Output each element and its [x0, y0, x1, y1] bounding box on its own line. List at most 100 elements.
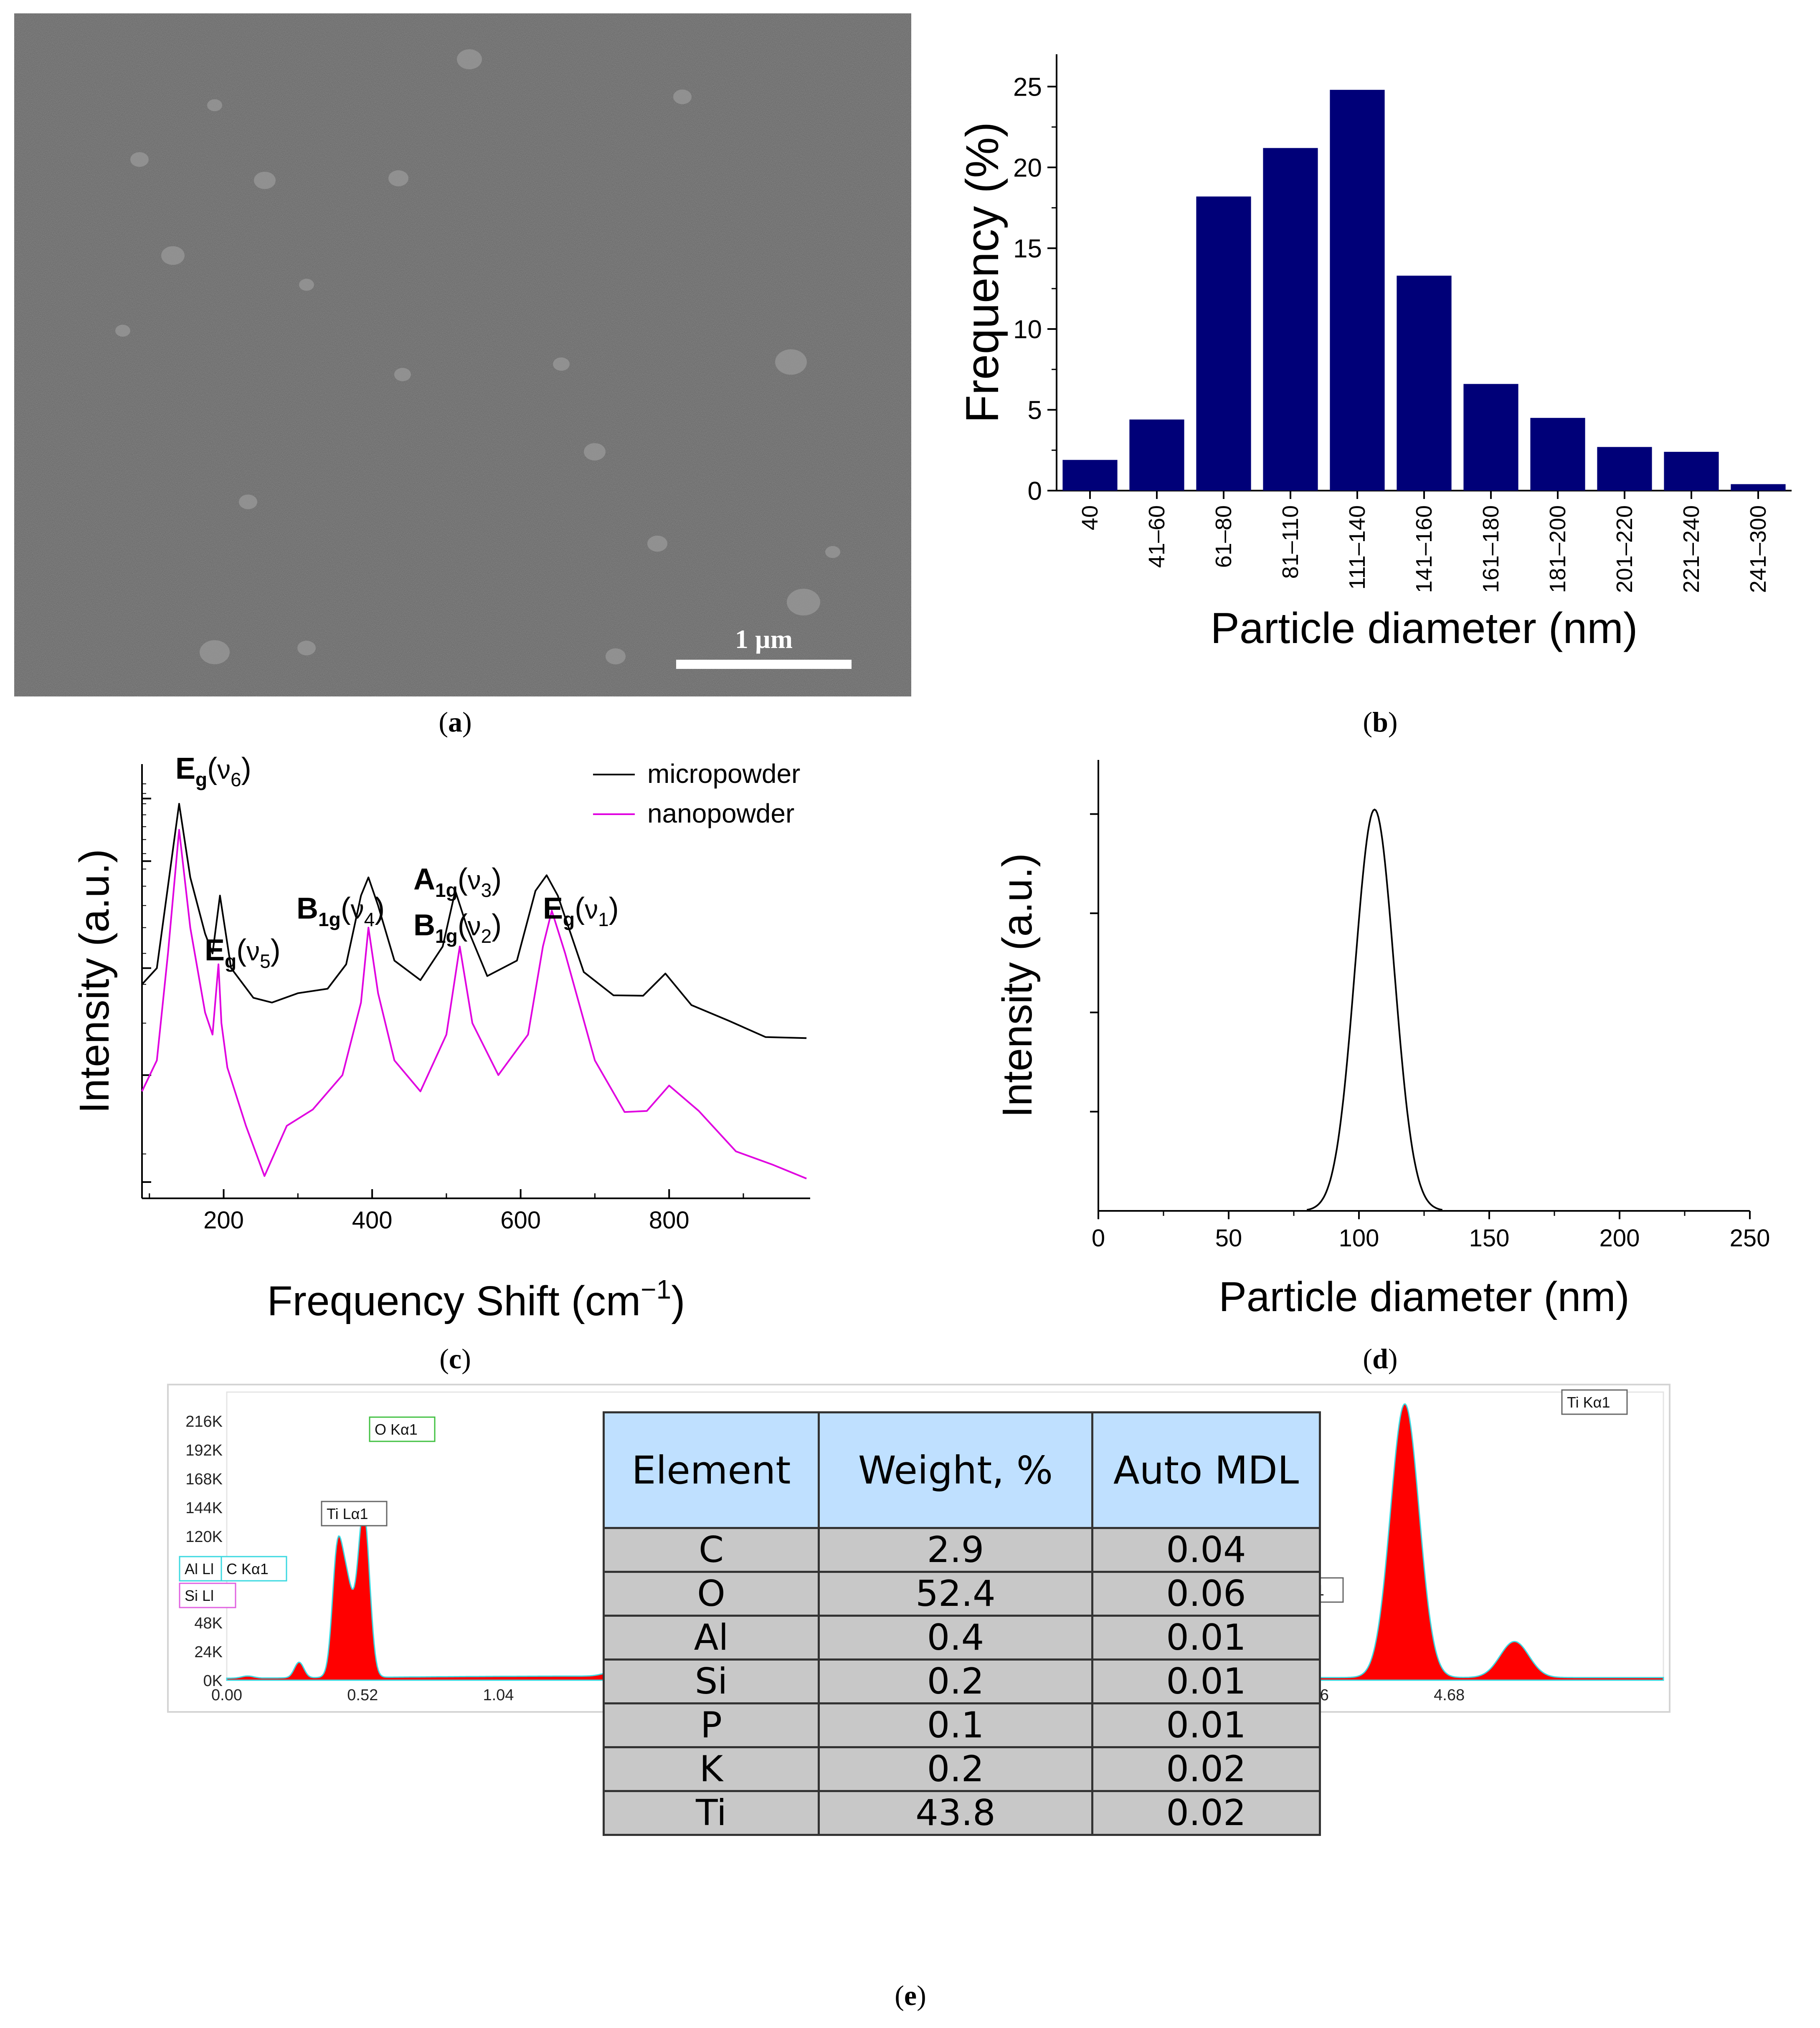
b-ytick-label: 20 [1013, 154, 1042, 182]
edx-table-cell: 0.01 [1091, 1615, 1321, 1661]
e-peak-label-box [369, 1416, 436, 1442]
e-ytick-label: 144K [185, 1499, 223, 1517]
sem-particle [606, 648, 626, 665]
sem-particle [775, 349, 807, 375]
d-xtick-label: 250 [1730, 1225, 1770, 1252]
caption-a: (a) [439, 706, 472, 738]
sem-particle [673, 89, 692, 104]
c-peak-annotation: B1g(ν2) [413, 909, 502, 947]
b-xlabel: Particle diameter (nm) [1211, 604, 1638, 653]
d-xtick-label: 100 [1339, 1225, 1379, 1252]
sem-particle [553, 357, 570, 371]
edx-table-cell: 0.2 [818, 1746, 1093, 1792]
d-xtick-label: 150 [1469, 1225, 1510, 1252]
sem-particle [297, 641, 316, 656]
c-series-micropowder [141, 803, 807, 1039]
b-bar [1330, 90, 1385, 491]
e-peak-label-box [221, 1556, 287, 1582]
c-legend-label: micropowder [647, 759, 800, 789]
c-xlabel: Frequency Shift (cm−1) [267, 1274, 685, 1324]
c-xtick-label: 200 [203, 1207, 244, 1234]
edx-table-cell: 0.4 [818, 1615, 1093, 1661]
sem-particle [584, 443, 606, 461]
e-xtick-label: 0.52 [347, 1686, 378, 1704]
edx-table-row: Al 0.4 0.01 [603, 1615, 1321, 1661]
c-ylabel: Intensity (a.u.) [71, 849, 118, 1114]
sem-particle [200, 640, 230, 664]
sem-particle [388, 170, 408, 187]
sem-particle [299, 279, 314, 291]
e-peak-label: Ti Lα1 [327, 1505, 368, 1522]
sem-particle [130, 152, 149, 167]
edx-table-cell: P [603, 1702, 820, 1748]
chart-d-distribution: 0 50 100 150 200 250 Particle diameter (nm) Int… [994, 760, 1770, 1320]
b-bar [1597, 447, 1652, 491]
b-xtick-label: 41–60 [1144, 505, 1169, 568]
b-ytick-label: 0 [1028, 477, 1042, 506]
edx-table-cell: Ti [603, 1790, 820, 1836]
c-xtick-label: 600 [500, 1207, 541, 1234]
sem-particle [239, 494, 257, 509]
b-ytick-label: 5 [1028, 396, 1042, 425]
d-xtick-label: 50 [1215, 1225, 1242, 1252]
e-ytick-label: 48K [194, 1615, 223, 1632]
scale-bar [676, 660, 852, 669]
sem-particle [647, 535, 667, 552]
b-bar [1263, 148, 1318, 491]
c-peak-annotation: Eg(ν1) [543, 892, 619, 930]
e-peak-label-box [179, 1582, 236, 1608]
sem-particle [254, 172, 276, 189]
d-xtick-label: 200 [1599, 1225, 1640, 1252]
b-xtick-label: 81–110 [1278, 505, 1303, 579]
b-xtick-label: 221–240 [1679, 505, 1704, 593]
chart-c-raman: 200 400 600 800 micropowder nanopowder Eg(ν6) E… [71, 752, 810, 1324]
sem-image: 1 µm [14, 13, 911, 696]
sem-particle [115, 324, 130, 337]
e-peak-label: Si Ll [185, 1587, 214, 1604]
edx-table-row: C 2.9 0.04 [603, 1527, 1321, 1573]
b-bar [1463, 384, 1518, 491]
sem-particle [787, 589, 820, 615]
chart-b-histogram: 0 5 10 15 20 25 40 41–60 61–80 81–110 111–140 141–1… [957, 54, 1792, 653]
scale-bar-label: 1 µm [735, 624, 793, 654]
caption-e: (e) [895, 1980, 926, 2011]
edx-table-row: K 0.2 0.02 [603, 1746, 1321, 1792]
edx-table-cell: 0.06 [1091, 1571, 1321, 1617]
b-ytick-label: 15 [1013, 234, 1042, 263]
b-xtick-label: 201–220 [1612, 505, 1637, 593]
c-xtick-label: 400 [352, 1207, 393, 1234]
c-xtick-label: 800 [649, 1207, 689, 1234]
c-peak-annotation: B1g(ν4) [297, 892, 385, 930]
b-xtick-label: 141–160 [1412, 505, 1437, 593]
caption-c: (c) [439, 1343, 471, 1375]
b-bar [1397, 276, 1452, 491]
edx-table-cell: 0.01 [1091, 1702, 1321, 1748]
b-xtick-label: 40 [1077, 505, 1103, 530]
edx-table-cell: 2.9 [818, 1527, 1093, 1573]
edx-table-cell: 0.02 [1091, 1746, 1321, 1792]
edx-table-header: Weight, % [818, 1411, 1093, 1529]
e-xtick-label: 0.00 [211, 1686, 242, 1704]
edx-table-cell: Si [603, 1658, 820, 1704]
e-peak-label: C Kα1 [226, 1560, 269, 1577]
b-bar [1664, 452, 1719, 491]
e-ytick-label: 216K [185, 1413, 223, 1430]
b-bar [1731, 484, 1786, 491]
edx-table-cell: 0.01 [1091, 1658, 1321, 1704]
edx-composition-table: Element Weight, % Auto MDL C 2.9 0.04 O 52.4 0.… [603, 1411, 1321, 1836]
sem-particle [457, 49, 482, 69]
b-xtick-label: 181–200 [1545, 505, 1570, 593]
b-bar [1530, 418, 1585, 491]
b-ytick-label: 10 [1013, 315, 1042, 344]
b-bar [1129, 419, 1184, 491]
c-peak-annotation: A1g(ν3) [413, 863, 502, 901]
e-ytick-label: 168K [185, 1471, 223, 1488]
edx-table-row: O 52.4 0.06 [603, 1571, 1321, 1617]
e-xtick-label: 1.04 [483, 1686, 514, 1704]
b-bar [1062, 460, 1118, 491]
sem-particle [825, 546, 840, 558]
edx-table-cell: 0.1 [818, 1702, 1093, 1748]
e-peak-label-box [1561, 1389, 1628, 1415]
c-peak-annotation: Eg(ν5) [205, 934, 281, 972]
edx-table-row: Ti 43.8 0.02 [603, 1790, 1321, 1836]
